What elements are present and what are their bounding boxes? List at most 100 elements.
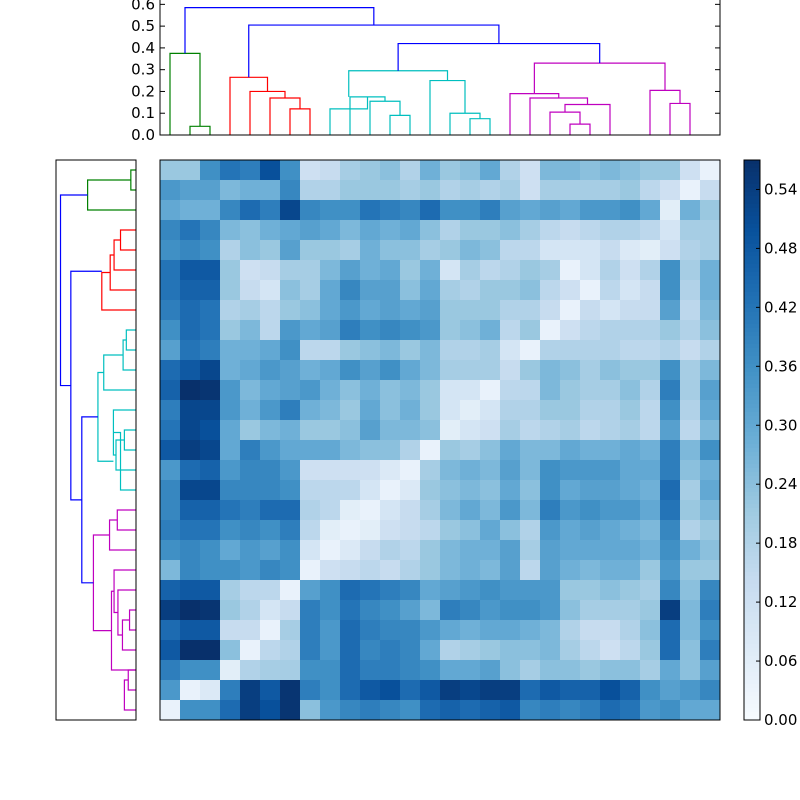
heatmap-cell: [680, 160, 701, 181]
heatmap-cell: [700, 660, 721, 681]
heatmap-cell: [260, 260, 281, 281]
heatmap-cell: [480, 320, 501, 341]
heatmap-cell: [440, 500, 461, 521]
heatmap-cell: [320, 320, 341, 341]
heatmap-cell: [660, 480, 681, 501]
colorbar-segment: [744, 332, 760, 337]
heatmap-cell: [340, 220, 361, 241]
heatmap-cell: [440, 560, 461, 581]
heatmap-cell: [260, 600, 281, 621]
heatmap-cell: [360, 700, 381, 721]
heatmap-cell: [600, 180, 621, 201]
heatmap-cell: [580, 600, 601, 621]
heatmap-cell: [240, 680, 261, 701]
heatmap-cell: [240, 420, 261, 441]
dendrogram-link: [229, 76, 269, 135]
heatmap-cell: [380, 260, 401, 281]
heatmap-cell: [620, 180, 641, 201]
heatmap-cell: [160, 200, 181, 221]
heatmap-cell: [160, 700, 181, 721]
heatmap-cell: [340, 560, 361, 581]
heatmap-cell: [500, 360, 521, 381]
heatmap-cell: [520, 700, 541, 721]
heatmap-cell: [280, 360, 301, 381]
heatmap-cell: [160, 300, 181, 321]
heatmap-cell: [680, 220, 701, 241]
heatmap-cell: [340, 700, 361, 721]
heatmap-cell: [300, 460, 321, 481]
heatmap-cell: [380, 620, 401, 641]
heatmap-cell: [160, 260, 181, 281]
heatmap-cell: [660, 600, 681, 621]
heatmap-cell: [660, 400, 681, 421]
heatmap-cell: [500, 580, 521, 601]
heatmap-cell: [320, 240, 341, 261]
heatmap-cell: [400, 480, 421, 501]
heatmap-cell: [640, 340, 661, 361]
heatmap-cell: [500, 260, 521, 281]
heatmap-cell: [540, 320, 561, 341]
heatmap-cell: [600, 200, 621, 221]
heatmap-cell: [500, 400, 521, 421]
heatmap-cell: [540, 700, 561, 721]
heatmap-cell: [280, 500, 301, 521]
dendrogram-link: [109, 254, 136, 291]
heatmap-cell: [660, 420, 681, 441]
heatmap-cell: [700, 480, 721, 501]
heatmap-cell: [480, 600, 501, 621]
colorbar-segment: [744, 284, 760, 289]
heatmap-cell: [400, 320, 421, 341]
heatmap-cell: [420, 480, 441, 501]
heatmap-cell: [180, 180, 201, 201]
heatmap-cell: [380, 180, 401, 201]
heatmap-cell: [500, 640, 521, 661]
heatmap-cell: [600, 560, 621, 581]
heatmap-cell: [280, 700, 301, 721]
heatmap-cell: [360, 420, 381, 441]
heatmap-cell: [600, 520, 621, 541]
heatmap-cell: [560, 160, 581, 181]
heatmap-cell: [660, 620, 681, 641]
heatmap-cell: [600, 660, 621, 681]
colorbar-segment: [744, 240, 760, 245]
heatmap-cell: [460, 280, 481, 301]
heatmap-cell: [260, 220, 281, 241]
heatmap-cell: [260, 520, 281, 541]
heatmap-cell: [420, 280, 441, 301]
heatmap-cell: [380, 640, 401, 661]
heatmap-cell: [580, 320, 601, 341]
heatmap-cell: [280, 560, 301, 581]
heatmap-cell: [340, 360, 361, 381]
heatmap-cell: [320, 600, 341, 621]
heatmap-cell: [700, 700, 721, 721]
heatmap-cell: [160, 360, 181, 381]
heatmap-cell: [540, 280, 561, 301]
heatmap-cell: [500, 160, 521, 181]
heatmap-cell: [160, 240, 181, 261]
colorbar-segment: [744, 560, 760, 565]
colorbar-segment: [744, 392, 760, 397]
heatmap-cell: [500, 300, 521, 321]
heatmap-cell: [460, 180, 481, 201]
heatmap-cell: [180, 400, 201, 421]
heatmap-cell: [440, 420, 461, 441]
heatmap-cell: [440, 520, 461, 541]
heatmap-cell: [640, 620, 661, 641]
heatmap-cell: [260, 180, 281, 201]
heatmap-cell: [280, 320, 301, 341]
heatmap-cell: [660, 680, 681, 701]
colorbar-segment: [744, 608, 760, 613]
heatmap-cell: [480, 480, 501, 501]
heatmap-cell: [220, 320, 241, 341]
heatmap-cell: [640, 680, 661, 701]
heatmap-cell: [280, 620, 301, 641]
heatmap-cell: [320, 640, 341, 661]
heatmap-cell: [500, 560, 521, 581]
heatmap-cell: [220, 340, 241, 361]
y-tick-label: 0.0: [131, 126, 155, 144]
heatmap-cell: [440, 300, 461, 321]
heatmap-cell: [200, 580, 221, 601]
heatmap-cell: [380, 400, 401, 421]
heatmap-cell: [280, 680, 301, 701]
heatmap-cell: [480, 300, 501, 321]
